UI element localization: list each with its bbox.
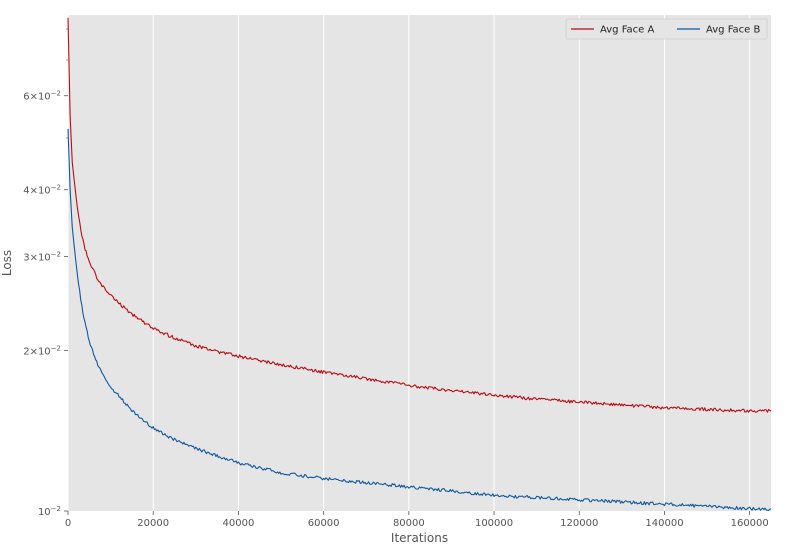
y-tick-label: 10−2 (38, 505, 61, 518)
x-tick-label: 80000 (393, 518, 425, 529)
legend-label: Avg Face B (706, 25, 760, 36)
y-tick-label: 4×10−2 (23, 184, 61, 197)
x-tick-label: 20000 (137, 518, 169, 529)
x-axis-ticks: 0 20000 40000 60000 80000 100000 120000 140000 1… (65, 511, 769, 529)
y-tick-label: 6×10−2 (23, 90, 61, 103)
series-line-1 (67, 17, 772, 413)
x-tick-label: 60000 (308, 518, 340, 529)
y-tick-label: 3×10−2 (23, 250, 61, 263)
y-tick-label: 2×10−2 (23, 344, 61, 357)
legend-frame (565, 18, 768, 40)
legend-label: Avg Face A (600, 25, 654, 36)
x-tick-label: 120000 (560, 518, 598, 529)
legend: Avg Face A Avg Face B (565, 18, 768, 40)
x-axis-title: Iterations (391, 531, 448, 545)
x-tick-label: 100000 (475, 518, 513, 529)
plot-background (68, 15, 771, 511)
series-lines (67, 17, 772, 511)
x-tick-label: 140000 (645, 518, 683, 529)
x-tick-label: 40000 (223, 518, 255, 529)
y-axis-ticks: 10−2 2×10−2 3×10−2 4×10−2 6×10−2 (23, 28, 68, 518)
series-line-2 (67, 128, 772, 511)
x-tick-label: 0 (65, 518, 71, 529)
x-tick-label: 160000 (731, 518, 769, 529)
grid-lines (67, 15, 751, 511)
y-axis-title: Loss (0, 250, 14, 276)
